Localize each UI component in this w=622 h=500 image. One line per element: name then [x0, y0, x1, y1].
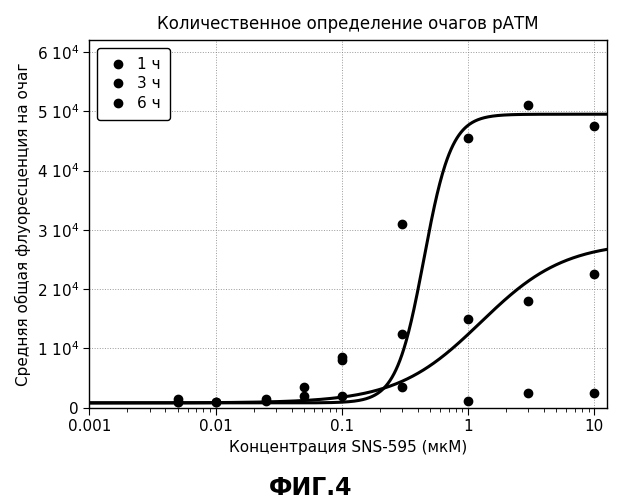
Text: ФИГ.4: ФИГ.4: [269, 476, 353, 500]
1 ч: [212, 398, 220, 404]
1 ч: [591, 123, 598, 129]
6 ч: [174, 396, 182, 402]
Line: 6 ч: 6 ч: [174, 382, 598, 404]
3 ч: [174, 398, 182, 404]
Y-axis label: Средняя общая флуоресценция на очаг: Средняя общая флуоресценция на очаг: [15, 62, 31, 386]
Line: 1 ч: 1 ч: [174, 101, 598, 406]
1 ч: [524, 102, 532, 108]
1 ч: [300, 393, 308, 399]
1 ч: [338, 354, 346, 360]
6 ч: [338, 393, 346, 399]
6 ч: [524, 390, 532, 396]
3 ч: [338, 357, 346, 363]
6 ч: [591, 390, 598, 396]
1 ч: [262, 398, 270, 404]
3 ч: [524, 298, 532, 304]
1 ч: [399, 221, 406, 227]
3 ч: [212, 398, 220, 404]
3 ч: [591, 272, 598, 278]
Legend: 1 ч, 3 ч, 6 ч: 1 ч, 3 ч, 6 ч: [97, 48, 170, 120]
3 ч: [300, 384, 308, 390]
6 ч: [399, 384, 406, 390]
1 ч: [465, 135, 472, 141]
3 ч: [465, 316, 472, 322]
3 ч: [262, 396, 270, 402]
1 ч: [174, 398, 182, 404]
Line: 3 ч: 3 ч: [174, 270, 598, 406]
6 ч: [465, 398, 472, 404]
3 ч: [399, 330, 406, 336]
Title: Количественное определение очагов рАТМ: Количественное определение очагов рАТМ: [157, 15, 539, 33]
X-axis label: Концентрация SNS-595 (мкМ): Концентрация SNS-595 (мкМ): [229, 440, 467, 455]
